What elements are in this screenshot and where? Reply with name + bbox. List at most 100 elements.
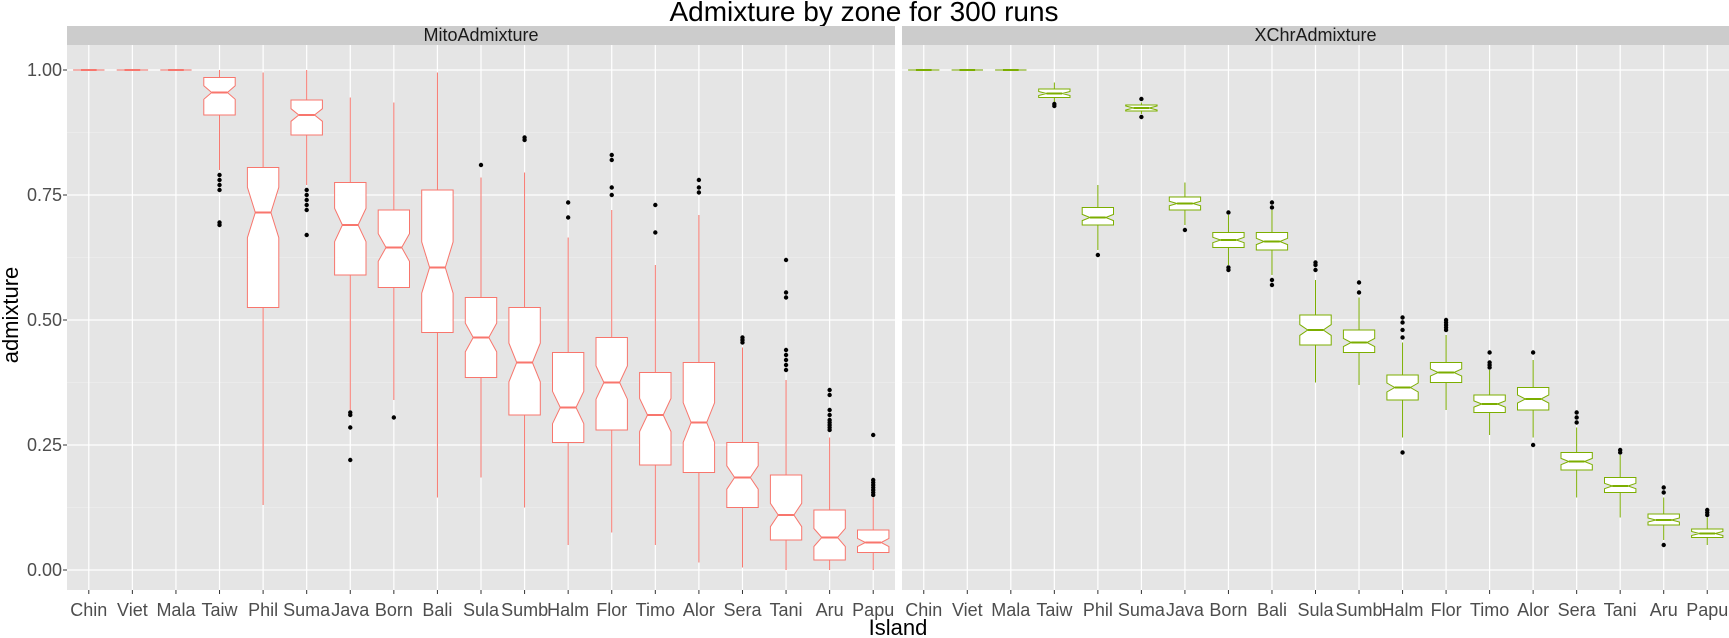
outlier-point (478, 162, 484, 168)
x-tick-label: Timo (1470, 600, 1509, 620)
outlier-point (1356, 290, 1362, 295)
outlier-point (827, 407, 832, 413)
outlier-point (217, 177, 222, 183)
outlier-point (1095, 252, 1101, 258)
panel-XChrAdmixture: XChrAdmixture Chin Viet Mala Taiw Phil Suma Jav… (902, 25, 1729, 620)
x-tick-label: Aru (1650, 600, 1678, 620)
box-body (246, 167, 280, 308)
outlier-point (304, 232, 309, 238)
x-tick-label: Papu (1686, 600, 1728, 620)
x-tick-label: Viet (117, 600, 148, 620)
box-body (813, 509, 846, 561)
y-tick-label: 1.00 (27, 60, 62, 80)
box-Sula (464, 162, 498, 478)
x-tick-label: Taiw (1036, 600, 1073, 620)
outlier-point (1139, 114, 1144, 120)
box-Taiw (203, 70, 236, 228)
outlier-point (1400, 327, 1405, 333)
outlier-point (1400, 320, 1405, 325)
outlier-point (1356, 280, 1362, 285)
outlier-point (609, 192, 614, 198)
box-Taiw (1038, 82, 1071, 109)
x-tick-label: Sula (1297, 600, 1334, 620)
outlier-point (391, 415, 397, 420)
x-tick-label: Halm (1382, 600, 1424, 620)
strip-label: MitoAdmixture (423, 25, 538, 45)
outlier-point (217, 222, 222, 228)
outlier-point (1052, 103, 1057, 109)
outlier-point (304, 197, 309, 203)
outlier-point (217, 182, 222, 188)
box-body (421, 189, 454, 333)
box-Timo (639, 202, 672, 545)
x-tick-label: Tani (770, 600, 803, 620)
x-tick-label: Aru (816, 600, 844, 620)
x-tick-label: Flor (596, 600, 627, 620)
outlier-point (696, 185, 702, 190)
x-tick-label: Sumb (1336, 600, 1383, 620)
x-tick-label: Flor (1431, 600, 1462, 620)
strip-background (902, 26, 1729, 45)
outlier-point (783, 295, 789, 300)
outlier-point (783, 357, 789, 363)
outlier-point (1487, 365, 1492, 370)
x-tick-label: Tani (1604, 600, 1637, 620)
box-body (639, 372, 672, 466)
y-tick-label: 0.50 (27, 310, 62, 330)
box-Timo (1473, 350, 1506, 435)
outlier-point (1313, 267, 1318, 273)
x-tick-label: Halm (547, 600, 589, 620)
box-Halm (1386, 315, 1419, 455)
outlier-point (1443, 327, 1449, 333)
box-Born (1212, 210, 1245, 273)
y-tick-label: 0.75 (27, 185, 62, 205)
outlier-point (1313, 262, 1318, 268)
box-Papu (857, 432, 890, 570)
box-Sera (1560, 410, 1593, 498)
box-body (726, 442, 759, 508)
outlier-point (522, 137, 527, 143)
outlier-point (1487, 350, 1492, 355)
outlier-point (348, 457, 353, 463)
box-Java (334, 97, 367, 463)
outlier-point (740, 340, 745, 345)
y-axis-title: admixture (0, 267, 23, 364)
box-body (857, 529, 890, 553)
outlier-point (1269, 277, 1275, 283)
box-Tani (769, 257, 803, 570)
outlier-point (783, 257, 789, 263)
outlier-point (304, 202, 309, 208)
x-tick-label: Suma (283, 600, 331, 620)
box-Flor (1429, 317, 1463, 410)
outlier-point (1182, 227, 1188, 233)
outlier-point (304, 192, 309, 198)
outlier-point (1226, 267, 1231, 273)
outlier-point (1269, 205, 1275, 210)
x-tick-label: Phil (248, 600, 278, 620)
x-tick-label: Alor (1517, 600, 1549, 620)
outlier-point (1574, 410, 1579, 415)
box-body (203, 77, 236, 116)
x-tick-label: Timo (636, 600, 675, 620)
outlier-point (1661, 490, 1666, 495)
outlier-point (827, 427, 832, 433)
x-tick-label: Chin (70, 600, 107, 620)
box-body (682, 362, 716, 473)
x-tick-label: Java (1166, 600, 1205, 620)
outlier-point (1400, 335, 1405, 340)
box-Flor (595, 152, 628, 533)
outlier-point (1269, 200, 1275, 205)
outlier-point (1139, 96, 1144, 102)
box-Suma (1125, 96, 1158, 120)
box-body (377, 209, 410, 288)
outlier-point (348, 412, 353, 418)
y-tick-label: 0.25 (27, 435, 62, 455)
x-tick-label: Mala (991, 600, 1031, 620)
outlier-point (696, 190, 702, 195)
x-tick-label: Chin (905, 600, 942, 620)
x-tick-label: Sula (463, 600, 500, 620)
outlier-point (1661, 542, 1666, 548)
x-tick-label: Mala (156, 600, 196, 620)
box-body (595, 337, 628, 431)
outlier-point (1617, 450, 1623, 455)
